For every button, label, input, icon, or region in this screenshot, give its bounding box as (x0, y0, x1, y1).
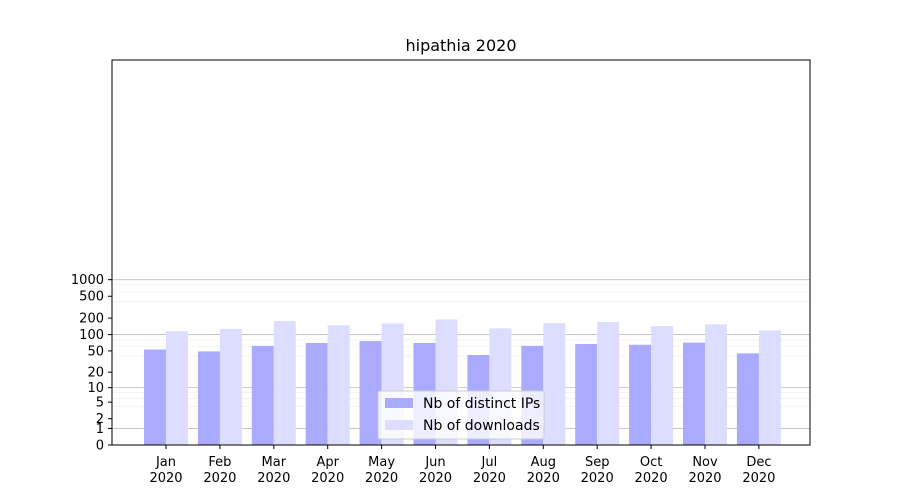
bar-distinct-ips-apr (305, 342, 328, 445)
legend-label-downloads: Nb of downloads (423, 418, 540, 434)
y-tick-label: 20 (87, 366, 104, 381)
bar-distinct-ips-dec (736, 353, 759, 445)
y-tick-label: 1 (96, 422, 104, 437)
x-tick-label-month: Jan (155, 455, 176, 470)
bar-downloads-jan (166, 331, 188, 445)
x-tick-label-month: Feb (208, 455, 231, 470)
y-tick-label: 500 (79, 290, 104, 305)
bar-distinct-ips-sep (575, 344, 598, 445)
bar-distinct-ips-oct (629, 344, 652, 445)
bar-downloads-feb (219, 328, 242, 445)
y-tick-label: 10 (87, 381, 104, 396)
x-tick-label-year: 2020 (581, 471, 614, 486)
bar-distinct-ips-feb (197, 351, 220, 445)
y-tick-label: 200 (79, 312, 104, 327)
plot-frame (111, 59, 811, 446)
legend-box (377, 390, 545, 440)
bar-downloads-mar (273, 321, 296, 445)
bar-downloads-aug (543, 323, 566, 445)
x-tick-label-year: 2020 (527, 471, 560, 486)
legend-swatch-distinct-ips (385, 398, 413, 408)
x-tick-label-year: 2020 (149, 471, 182, 486)
x-tick-label-year: 2020 (473, 471, 506, 486)
bar-distinct-ips-may (359, 341, 382, 445)
y-tick-label: 0 (96, 439, 104, 454)
y-tick-label: 2 (96, 412, 104, 427)
bar-downloads-dec (758, 330, 781, 445)
x-tick-label-month: Oct (640, 455, 662, 470)
x-tick-label-month: Dec (746, 455, 771, 470)
bar-distinct-ips-nov (683, 342, 705, 445)
x-tick-label-month: Sep (585, 455, 610, 470)
bar-downloads-oct (651, 326, 674, 445)
axes: 01251020501002005001000Jan2020Feb2020Mar… (71, 273, 776, 486)
bar-distinct-ips-jan (144, 349, 166, 445)
x-tick-label-month: Apr (316, 455, 339, 470)
bar-downloads-nov (705, 324, 727, 445)
x-tick-label-year: 2020 (742, 471, 775, 486)
y-tick-label: 100 (79, 328, 104, 343)
y-tick-label: 5 (96, 396, 104, 411)
x-tick-label-month: Aug (531, 455, 556, 470)
legend-swatch-downloads (385, 420, 413, 430)
x-tick-label-month: Mar (262, 455, 287, 470)
bar-downloads-apr (327, 325, 350, 445)
x-tick-label-year: 2020 (635, 471, 668, 486)
x-tick-label-month: Jul (481, 455, 498, 470)
x-tick-label-year: 2020 (203, 471, 236, 486)
bar-distinct-ips-mar (251, 345, 274, 445)
y-tick-label: 1000 (71, 273, 104, 288)
x-tick-label-month: Nov (692, 455, 718, 470)
legend: Nb of distinct IPs Nb of downloads (377, 390, 545, 440)
bar-downloads-sep (597, 321, 620, 445)
x-tick-label-month: Jun (424, 455, 445, 470)
x-tick-label-month: May (368, 455, 395, 470)
y-tick-label: 50 (87, 344, 104, 359)
x-tick-label-year: 2020 (419, 471, 452, 486)
x-tick-label-year: 2020 (257, 471, 290, 486)
chart-title: hipathia 2020 (405, 36, 516, 55)
legend-label-distinct-ips: Nb of distinct IPs (423, 396, 540, 412)
x-tick-label-year: 2020 (365, 471, 398, 486)
x-tick-label-year: 2020 (311, 471, 344, 486)
x-tick-label-year: 2020 (688, 471, 721, 486)
